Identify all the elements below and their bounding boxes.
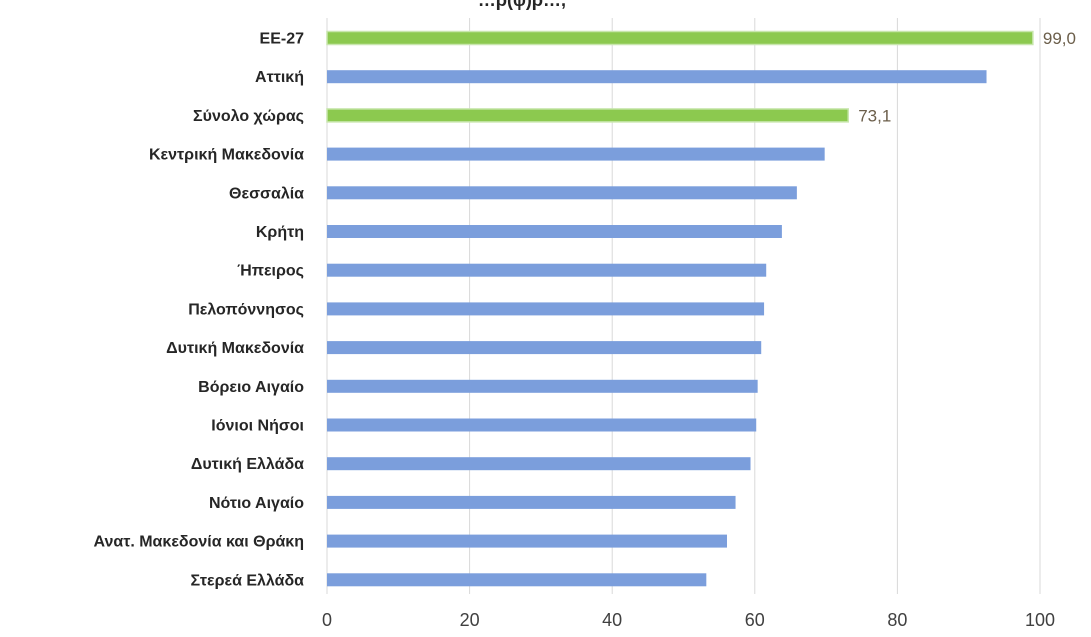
data-label-0: 99,0	[1043, 29, 1076, 48]
bar-layer	[326, 30, 1034, 587]
bar-11	[327, 457, 751, 471]
bar-12	[327, 495, 736, 509]
category-label-1: Αττική	[255, 69, 304, 86]
category-label-12: Νότιο Αιγαίο	[209, 495, 304, 512]
bar-4	[327, 186, 797, 200]
category-label-0: ΕΕ-27	[260, 31, 305, 48]
bar-10	[327, 418, 757, 432]
chart-title-fragment: …ρ(φ)ρ…,	[478, 0, 566, 10]
bar-6	[327, 263, 767, 277]
category-label-14: Στερεά Ελλάδα	[191, 572, 305, 589]
category-label-8: Δυτική Μακεδονία	[166, 340, 304, 357]
bar-9	[327, 379, 758, 393]
bar-14	[327, 573, 707, 587]
category-label-6: Ήπειρος	[237, 263, 304, 280]
bar-3	[327, 147, 825, 161]
x-tick-label-80: 80	[887, 610, 907, 630]
category-label-2: Σύνολο χώρας	[193, 108, 304, 125]
category-label-13: Ανατ. Μακεδονία και Θράκη	[94, 534, 305, 551]
bar-2	[326, 108, 849, 123]
category-label-10: Ιόνιοι Νήσοι	[211, 418, 304, 435]
bar-8	[327, 341, 762, 355]
category-label-5: Κρήτη	[256, 224, 304, 241]
x-tick-label-100: 100	[1025, 610, 1055, 630]
category-label-7: Πελοπόννησος	[188, 301, 304, 318]
x-tick-labels: 0 20 40 60 80 100	[322, 610, 1055, 630]
bar-7	[327, 302, 765, 316]
x-tick-label-20: 20	[460, 610, 480, 630]
bar-5	[327, 225, 782, 238]
data-label-2: 73,1	[858, 106, 891, 125]
bar-1	[327, 70, 987, 84]
category-label-3: Κεντρική Μακεδονία	[149, 147, 304, 164]
category-label-11: Δυτική Ελλάδα	[191, 456, 304, 473]
category-label-4: Θεσσαλία	[229, 185, 304, 202]
category-labels: ΕΕ-27 Αττική Σύνολο χώρας Κεντρική Μακεδονί…	[94, 31, 305, 590]
x-tick-label-60: 60	[745, 610, 765, 630]
bar-13	[327, 534, 727, 548]
category-label-9: Βόρειο Αιγαίο	[198, 379, 304, 396]
bar-0	[326, 30, 1034, 46]
x-tick-label-0: 0	[322, 610, 332, 630]
x-tick-label-40: 40	[602, 610, 622, 630]
data-labels: 99,0 73,1	[858, 29, 1076, 125]
